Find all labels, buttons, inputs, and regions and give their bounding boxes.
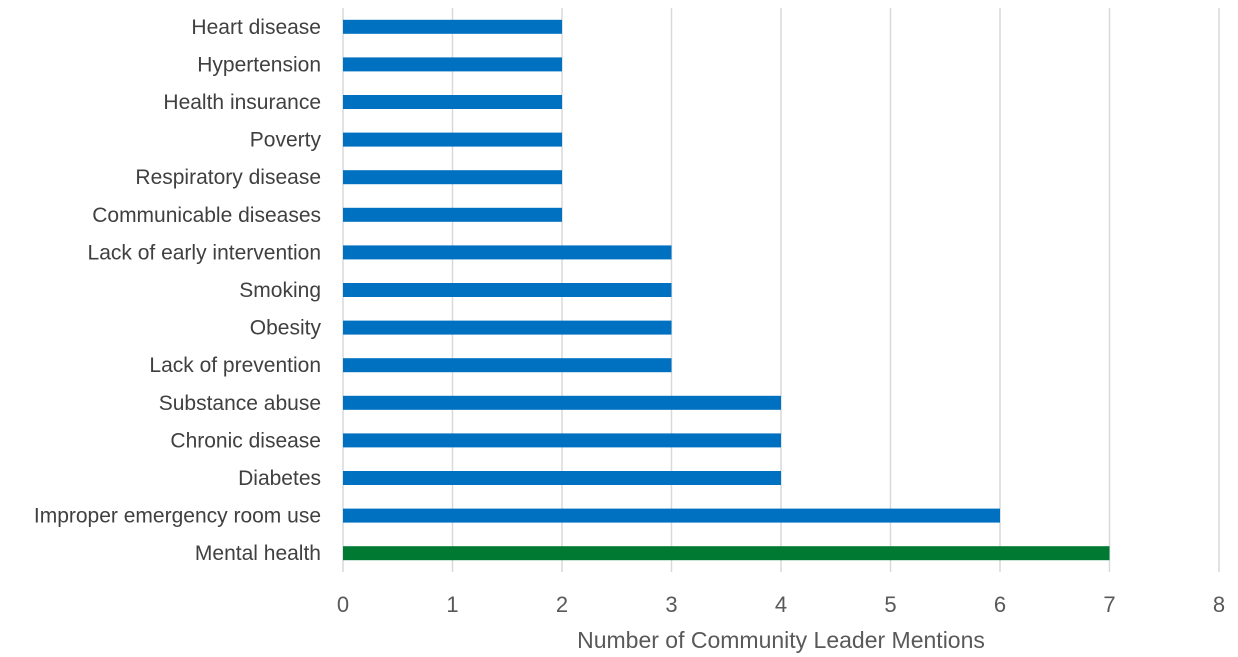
- bar: [343, 207, 562, 222]
- bar: [343, 433, 781, 448]
- bar: [343, 395, 781, 410]
- category-label: Chronic disease: [170, 429, 321, 452]
- x-tick-label: 3: [665, 592, 677, 617]
- category-label: Obesity: [250, 317, 322, 340]
- bar: [343, 132, 562, 147]
- category-label: Respiratory disease: [135, 166, 321, 189]
- category-label: Lack of early intervention: [88, 241, 321, 264]
- x-tick-label: 6: [994, 592, 1006, 617]
- category-label: Hypertension: [197, 53, 321, 76]
- category-label: Health insurance: [163, 91, 321, 114]
- x-axis-title: Number of Community Leader Mentions: [577, 627, 985, 653]
- bar: [343, 508, 1000, 523]
- x-tick-label: 2: [556, 592, 568, 617]
- category-label: Smoking: [239, 279, 321, 302]
- bars: [343, 19, 1110, 561]
- bar: [343, 471, 781, 485]
- bar: [343, 320, 672, 335]
- bar: [343, 245, 672, 260]
- category-label: Diabetes: [238, 467, 321, 490]
- category-label: Substance abuse: [159, 392, 321, 415]
- bar: [343, 546, 1110, 561]
- category-label: Mental health: [195, 542, 321, 565]
- category-label: Heart disease: [191, 16, 321, 39]
- bar: [343, 95, 562, 109]
- x-tick-labels: 0 1 2 3 4 5 6 7 8: [337, 592, 1225, 617]
- category-label: Poverty: [250, 129, 322, 152]
- category-labels: Heart disease Hypertension Health insuranc…: [34, 16, 322, 565]
- category-label: Communicable diseases: [92, 204, 321, 227]
- category-label: Lack of prevention: [149, 354, 321, 377]
- x-tick-label: 1: [446, 592, 458, 617]
- x-tick-label: 7: [1103, 592, 1115, 617]
- bar: [343, 19, 562, 34]
- bar: [343, 57, 562, 72]
- x-tick-label: 0: [337, 592, 349, 617]
- bar: [343, 358, 672, 373]
- x-tick-label: 4: [775, 592, 787, 617]
- x-tick-label: 5: [884, 592, 896, 617]
- bar: [343, 283, 672, 297]
- x-tick-label: 8: [1213, 592, 1225, 617]
- category-label: Improper emergency room use: [34, 505, 321, 528]
- bar: [343, 170, 562, 185]
